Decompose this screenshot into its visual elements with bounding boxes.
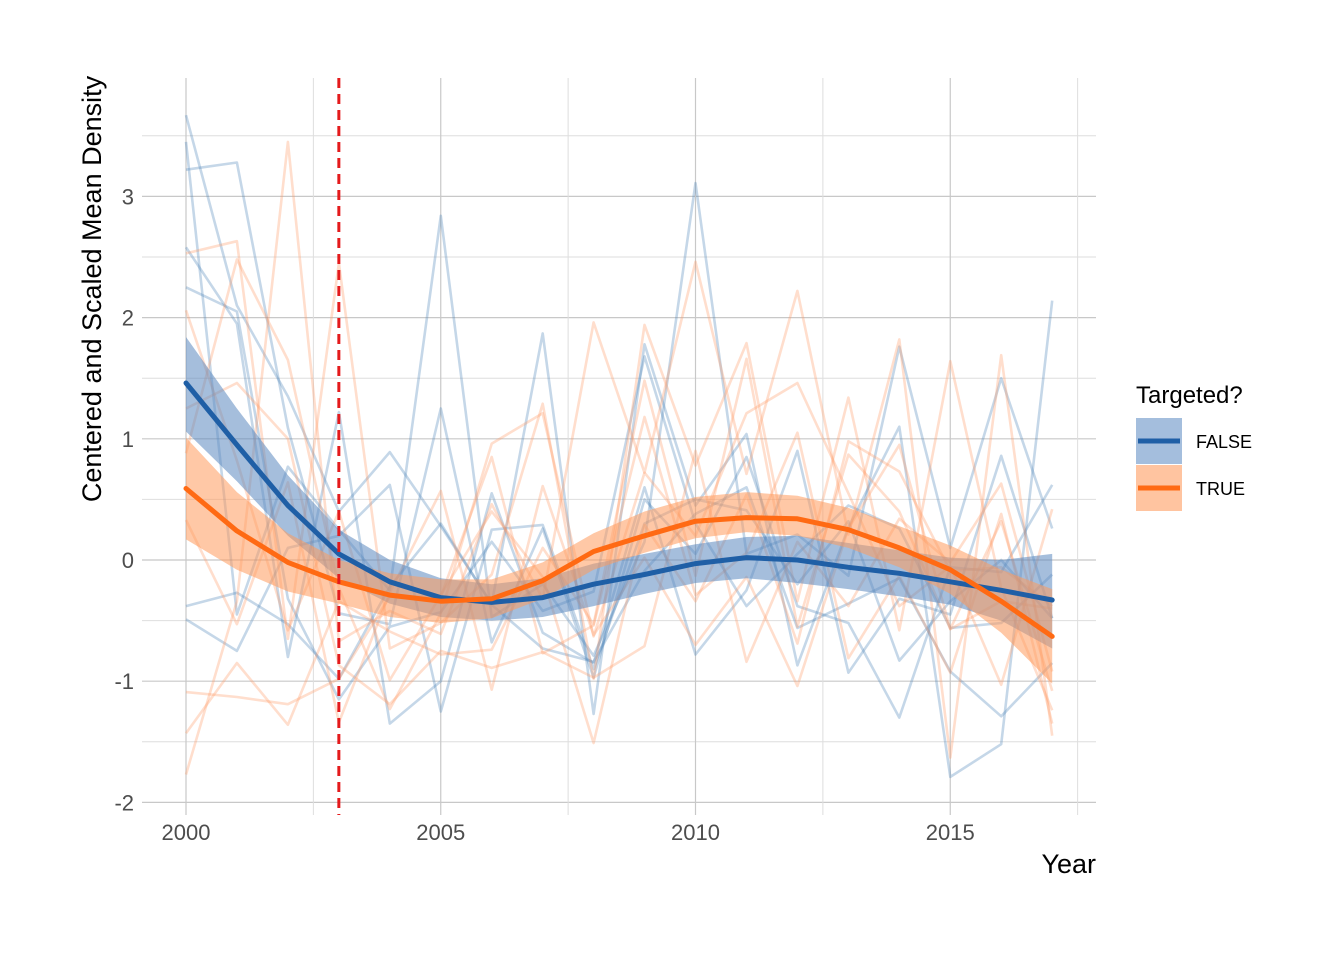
series-line-true-10 <box>184 258 1054 711</box>
x-tick-label: 2015 <box>926 820 975 845</box>
confidence-band-true <box>186 437 1053 684</box>
y-tick-label: 0 <box>122 548 134 573</box>
legend-label-true: TRUE <box>1196 479 1245 499</box>
y-axis-label: Centered and Scaled Mean Density <box>77 75 107 502</box>
confidence-band-false <box>186 337 1053 649</box>
smooth-line-true <box>183 486 1055 639</box>
y-tick-label: 1 <box>122 427 134 452</box>
raw-series-lines <box>184 114 1054 779</box>
x-axis-label: Year <box>1041 849 1096 879</box>
legend-title: Targeted? <box>1136 382 1243 409</box>
legend-label-false: FALSE <box>1196 432 1252 452</box>
y-axis-tick-labels: -2 -1 0 1 2 3 <box>114 184 134 815</box>
x-axis-tick-labels: 2000 2005 2010 2015 <box>162 820 975 845</box>
x-tick-label: 2010 <box>671 820 720 845</box>
x-tick-label: 2000 <box>162 820 211 845</box>
smooth-line-false <box>183 380 1055 605</box>
series-line-true-14 <box>185 381 1054 706</box>
y-tick-label: -2 <box>114 790 134 815</box>
y-tick-label: 3 <box>122 184 134 209</box>
y-tick-label: 2 <box>122 306 134 331</box>
smooth-fit-lines <box>183 380 1055 639</box>
y-tick-label: -1 <box>114 669 134 694</box>
legend: Targeted? FALSE TRUE <box>1136 382 1252 511</box>
x-tick-label: 2005 <box>416 820 465 845</box>
confidence-bands <box>186 337 1053 684</box>
legend-entries: FALSE TRUE <box>1136 418 1252 511</box>
series-line-false-1 <box>184 114 1054 779</box>
